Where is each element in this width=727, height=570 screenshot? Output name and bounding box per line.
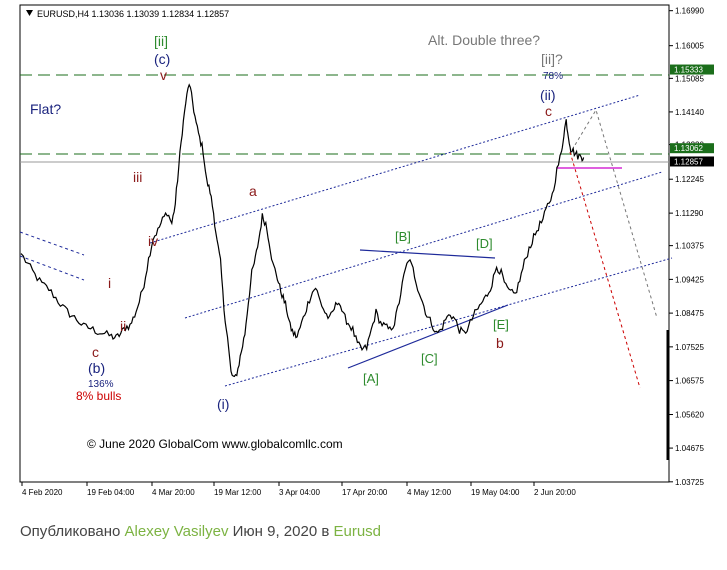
label-wave-ii-small: ii — [120, 318, 126, 334]
price-tag-label: 1.12857 — [674, 157, 703, 166]
x-tick-label: 17 Apr 20:00 — [342, 488, 388, 497]
header-triangle-icon — [26, 10, 33, 16]
y-tick-label: 1.08475 — [675, 309, 704, 318]
y-tick-label: 1.16990 — [675, 7, 704, 16]
y-tick-label: 1.09425 — [675, 275, 704, 284]
left-dashed-2 — [19, 255, 85, 281]
price-chart: EURUSD,H4 1.13036 1.13039 1.12834 1.1285… — [19, 4, 714, 497]
label-wave-ii-bracket: [ii] — [154, 33, 168, 49]
label-wave-a: a — [249, 183, 257, 199]
x-tick-label: 4 May 12:00 — [407, 488, 452, 497]
label-wave-C: [C] — [421, 351, 438, 366]
label-wave-B: [B] — [395, 229, 411, 244]
label-flat-q: Flat? — [30, 101, 61, 117]
label-bulls-8: 8% bulls — [76, 389, 121, 403]
copyright: © June 2020 GlobalCom www.globalcomllc.c… — [87, 437, 343, 451]
label-wave-ii-q: [ii]? — [541, 51, 563, 67]
label-wave-b-paren: (b) — [88, 360, 105, 376]
y-tick-label: 1.16005 — [675, 42, 704, 51]
price-tag-box — [670, 156, 714, 167]
y-tick-label: 1.15085 — [675, 74, 704, 83]
projection-red — [569, 151, 641, 389]
price-tag-box — [670, 64, 714, 75]
y-tick-label: 1.04675 — [675, 444, 704, 453]
chart: EURUSD,H4 1.13036 1.13039 1.12834 1.1285… — [19, 4, 714, 497]
x-tick-label: 19 Feb 04:00 — [87, 488, 135, 497]
symbol-header: EURUSD,H4 1.13036 1.13039 1.12834 1.1285… — [37, 9, 229, 19]
label-wave-i-paren: (i) — [217, 396, 229, 412]
y-tick-label: 1.03725 — [675, 478, 704, 487]
label-wave-iv: iv — [148, 233, 158, 249]
label-wave-iii: iii — [133, 169, 142, 185]
x-tick-label: 4 Feb 2020 — [22, 488, 63, 497]
x-tick-label: 19 Mar 12:00 — [214, 488, 262, 497]
label-alt-double-three: Alt. Double three? — [428, 32, 540, 48]
left-dashed-1 — [19, 231, 85, 256]
y-tick-label: 1.14140 — [675, 108, 704, 117]
symbol-link[interactable]: Eurusd — [333, 523, 382, 540]
x-tick-label: 4 Mar 20:00 — [152, 488, 195, 497]
caption-date: Июн 9, 2020 в — [232, 523, 330, 540]
label-wave-c-bottom: c — [92, 344, 99, 360]
label-pct-136: 136% — [88, 379, 114, 390]
label-wave-ii-paren: (ii) — [540, 87, 556, 103]
label-wave-c-paren: (c) — [154, 51, 170, 67]
label-wave-b: b — [496, 335, 504, 351]
y-tick-label: 1.12245 — [675, 175, 704, 184]
label-wave-A: [A] — [363, 371, 379, 386]
author-link[interactable]: Alexey Vasilyev — [124, 523, 229, 540]
label-wave-i: i — [108, 275, 111, 291]
price-line — [20, 83, 585, 378]
x-tick-label: 3 Apr 04:00 — [279, 488, 320, 497]
y-tick-label: 1.10375 — [675, 242, 704, 251]
y-tick-label: 1.11290 — [675, 209, 704, 218]
label-wave-D: [D] — [476, 236, 493, 251]
y-tick-label: 1.06575 — [675, 377, 704, 386]
plot-frame — [19, 4, 670, 483]
x-tick-label: 2 Jun 20:00 — [534, 488, 576, 497]
label-wave-c-top: c — [545, 103, 552, 119]
publish-caption: Опубликовано Alexey Vasilyev Июн 9, 2020… — [20, 523, 381, 540]
y-tick-label: 1.05620 — [675, 411, 704, 420]
caption-prefix: Опубликовано — [20, 523, 121, 540]
channel-lower — [224, 257, 673, 387]
x-axis-ticks: 4 Feb 2020 19 Feb 04:00 4 Mar 20:00 19 Mar … — [21, 482, 576, 497]
channel-upper — [149, 94, 641, 244]
y-tick-label: 1.07525 — [675, 343, 704, 352]
triangle-bottom — [347, 304, 509, 369]
price-tag-label: 1.15333 — [674, 66, 703, 75]
label-pct-78: 78% — [543, 71, 563, 82]
price-tag-box — [670, 143, 714, 154]
label-wave-E: [E] — [493, 317, 509, 332]
x-tick-label: 19 May 04:00 — [471, 488, 520, 497]
triangle-top — [359, 249, 496, 259]
label-wave-v: v — [160, 67, 167, 83]
projection-gray — [571, 108, 658, 319]
price-tag-label: 1.13062 — [674, 144, 703, 153]
y-axis-ticks: 1.169901.160051.150851.141401.132201.122… — [669, 7, 704, 487]
channel-middle — [184, 171, 663, 319]
price-tags: 1.15333 1.13062 1.12857 — [670, 64, 714, 167]
